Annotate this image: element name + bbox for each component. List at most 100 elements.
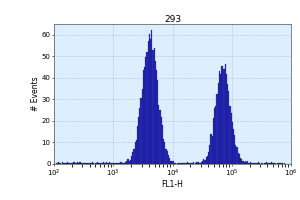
- Bar: [174, 163, 175, 164]
- Bar: [172, 161, 174, 164]
- Bar: [213, 118, 214, 164]
- Bar: [138, 117, 139, 164]
- Bar: [169, 158, 170, 164]
- Bar: [70, 163, 72, 164]
- Bar: [270, 163, 271, 164]
- Bar: [80, 162, 81, 164]
- Bar: [111, 163, 112, 164]
- Bar: [190, 163, 191, 164]
- Bar: [165, 149, 166, 164]
- Bar: [60, 163, 61, 164]
- Bar: [277, 163, 278, 164]
- Bar: [201, 162, 202, 164]
- Bar: [281, 163, 283, 164]
- Bar: [247, 161, 248, 164]
- Bar: [118, 163, 119, 164]
- Bar: [214, 108, 215, 164]
- Bar: [250, 162, 251, 164]
- Bar: [152, 50, 154, 164]
- Bar: [184, 163, 185, 164]
- Bar: [145, 57, 146, 164]
- Bar: [220, 74, 221, 164]
- Bar: [225, 64, 226, 164]
- Bar: [132, 152, 134, 164]
- Bar: [79, 162, 80, 164]
- Bar: [120, 162, 122, 164]
- Bar: [232, 122, 233, 164]
- Bar: [197, 162, 199, 164]
- Bar: [93, 163, 94, 164]
- Bar: [185, 163, 187, 164]
- Bar: [65, 163, 66, 164]
- Bar: [154, 48, 155, 164]
- Bar: [62, 162, 64, 164]
- Bar: [75, 163, 76, 164]
- Bar: [160, 110, 161, 164]
- Bar: [258, 162, 259, 164]
- Bar: [73, 162, 74, 164]
- Bar: [206, 157, 207, 164]
- Bar: [139, 108, 140, 164]
- Bar: [155, 61, 156, 164]
- Bar: [150, 39, 151, 164]
- Bar: [119, 163, 120, 164]
- Bar: [284, 163, 285, 164]
- Bar: [235, 145, 236, 164]
- Bar: [101, 163, 103, 164]
- Bar: [84, 163, 85, 164]
- Bar: [274, 163, 276, 164]
- Bar: [205, 160, 206, 164]
- Bar: [58, 162, 59, 164]
- Bar: [109, 162, 110, 164]
- Bar: [227, 84, 228, 164]
- Bar: [85, 163, 86, 164]
- Bar: [267, 163, 268, 164]
- Bar: [183, 163, 184, 164]
- Bar: [160, 117, 162, 164]
- Bar: [56, 163, 58, 164]
- Bar: [168, 155, 169, 164]
- Bar: [114, 163, 116, 164]
- Bar: [123, 163, 124, 164]
- Bar: [226, 74, 227, 164]
- Bar: [239, 154, 240, 164]
- Bar: [110, 163, 111, 164]
- Bar: [266, 162, 267, 164]
- Bar: [112, 163, 113, 164]
- Bar: [162, 125, 163, 164]
- Bar: [126, 161, 128, 164]
- Title: 293: 293: [164, 15, 181, 24]
- Bar: [135, 142, 136, 164]
- Bar: [200, 163, 201, 164]
- Bar: [103, 162, 104, 164]
- Bar: [261, 163, 262, 164]
- Bar: [92, 162, 93, 164]
- Bar: [195, 163, 196, 164]
- Bar: [131, 156, 132, 164]
- Bar: [158, 105, 160, 164]
- Bar: [187, 162, 188, 164]
- Bar: [148, 41, 149, 164]
- Bar: [104, 163, 105, 164]
- Bar: [251, 163, 252, 164]
- Bar: [240, 158, 241, 164]
- Bar: [86, 163, 87, 164]
- Bar: [241, 159, 242, 164]
- Bar: [280, 163, 281, 164]
- Bar: [67, 162, 68, 164]
- Bar: [264, 163, 265, 164]
- Bar: [209, 145, 210, 164]
- Bar: [117, 163, 118, 164]
- Bar: [122, 163, 123, 164]
- Bar: [199, 163, 200, 164]
- Bar: [129, 161, 130, 164]
- Bar: [125, 162, 126, 164]
- Bar: [156, 70, 157, 164]
- Bar: [151, 30, 152, 164]
- Bar: [68, 163, 69, 164]
- Bar: [146, 52, 148, 164]
- Bar: [238, 153, 239, 164]
- Bar: [78, 163, 79, 164]
- X-axis label: FL1-H: FL1-H: [162, 180, 183, 189]
- Bar: [105, 163, 106, 164]
